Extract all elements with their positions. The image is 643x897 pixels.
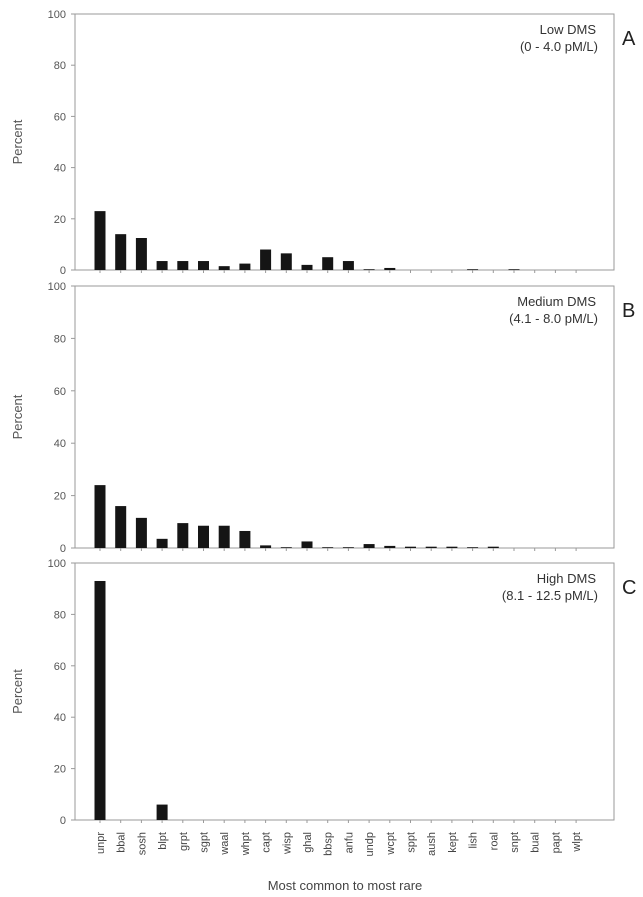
panel-subtitle: (4.1 - 8.0 pM/L)	[509, 311, 598, 326]
bar-whpt	[239, 530, 251, 548]
category-label-unpr: unpr	[95, 832, 107, 854]
bar-wcpt	[384, 545, 396, 548]
bar-grpt	[177, 261, 189, 270]
category-label-whpt: whpt	[240, 832, 252, 856]
bar-blpt	[156, 804, 168, 820]
bar-grpt	[177, 523, 189, 548]
bar-wisp	[280, 253, 292, 270]
bar-lish	[467, 547, 479, 549]
bar-anfu	[342, 547, 354, 549]
category-label-snpt: snpt	[509, 832, 521, 853]
chart-panel-a: 0 20 40 60 80 100 Percent Low DMS (0 - 4.0 pM/L)…	[10, 9, 636, 277]
y-axis-label: Percent	[10, 394, 25, 439]
bar-sppt	[405, 546, 416, 548]
category-label-anfu: anfu	[343, 832, 355, 853]
y-axis-label: Percent	[10, 669, 25, 714]
category-label-roal: roal	[488, 832, 500, 850]
bar-ghal	[301, 264, 313, 270]
bar-wcpt	[384, 267, 396, 270]
panel-subtitle: (8.1 - 12.5 pM/L)	[502, 588, 598, 603]
plot-frame	[74, 562, 615, 821]
y-tick-label: 60	[54, 111, 66, 123]
bar-undp	[363, 544, 375, 548]
bar-waal	[218, 525, 230, 548]
y-tick-label: 0	[60, 815, 66, 827]
category-label-undp: undp	[364, 832, 376, 856]
bar-unpr	[94, 211, 106, 270]
bar-bbsp	[322, 257, 334, 270]
bar-unpr	[94, 485, 106, 548]
y-tick-label: 0	[60, 543, 66, 555]
x-axis-label: Most common to most rare	[268, 878, 423, 893]
bar-capt	[260, 249, 272, 270]
category-label-aush: aush	[426, 832, 438, 856]
y-tick-label: 40	[54, 438, 66, 450]
category-label-capt: capt	[261, 832, 273, 853]
panel-letter: A	[622, 28, 636, 50]
category-label-blpt: blpt	[157, 832, 169, 850]
bar-blpt	[156, 538, 168, 548]
bar-blpt	[156, 261, 168, 270]
bar-aush	[425, 546, 437, 548]
y-tick-label: 100	[48, 9, 66, 21]
category-label-bbal: bbal	[116, 832, 128, 853]
category-label-bual: bual	[530, 832, 542, 853]
y-tick-label: 20	[54, 764, 66, 776]
bar-bbal	[115, 234, 127, 270]
chart-panel-b: 0 20 40 60 80 100 Percent Medium DMS (4.1 - 8.0 …	[10, 281, 635, 555]
y-tick-label: 100	[48, 281, 66, 293]
category-label-wlpt: wlpt	[571, 832, 583, 853]
bar-capt	[260, 545, 272, 548]
y-tick-label: 40	[54, 163, 66, 175]
panel-letter: C	[622, 577, 636, 599]
panel-letter: B	[622, 300, 635, 322]
bar-whpt	[239, 263, 251, 270]
y-tick-label: 40	[54, 712, 66, 724]
y-tick-label: 80	[54, 60, 66, 72]
bar-sgpt	[198, 525, 209, 548]
category-label-wisp: wisp	[281, 832, 293, 855]
category-label-waal: waal	[219, 832, 231, 856]
bar-waal	[218, 266, 230, 270]
y-tick-label: 0	[60, 265, 66, 277]
bar-roal	[487, 546, 499, 548]
panel-title: High DMS	[537, 571, 597, 586]
chart-panel-c: 0 20 40 60 80 100 Percent High DMS (8.1 - 12.5 p…	[10, 558, 636, 856]
y-tick-label: 20	[54, 491, 66, 503]
bar-wisp	[280, 547, 292, 549]
y-tick-label: 80	[54, 333, 66, 345]
category-label-lish: lish	[468, 832, 480, 849]
category-label-bbsp: bbsp	[323, 832, 335, 856]
bar-unpr	[94, 580, 106, 820]
y-tick-label: 60	[54, 386, 66, 398]
y-tick-label: 20	[54, 214, 66, 226]
bar-bbal	[115, 506, 127, 548]
bar-undp	[363, 269, 375, 271]
bar-bbsp	[322, 547, 334, 549]
category-label-ghal: ghal	[302, 832, 314, 853]
category-label-papt: papt	[550, 832, 562, 853]
category-label-sosh: sosh	[136, 832, 148, 855]
category-label-sppt: sppt	[406, 832, 418, 853]
category-label-wcpt: wcpt	[385, 832, 397, 856]
panel-title: Low DMS	[540, 22, 597, 37]
y-axis-label: Percent	[10, 119, 25, 164]
panel-title: Medium DMS	[517, 294, 596, 309]
category-label-sgpt: sgpt	[199, 832, 211, 853]
bar-kept	[446, 546, 458, 548]
category-label-grpt: grpt	[178, 832, 190, 851]
panel-subtitle: (0 - 4.0 pM/L)	[520, 39, 598, 54]
bar-sosh	[135, 517, 147, 548]
bar-ghal	[301, 541, 313, 548]
y-tick-label: 100	[48, 558, 66, 570]
bar-sosh	[135, 238, 147, 270]
y-tick-label: 60	[54, 661, 66, 673]
y-tick-label: 80	[54, 609, 66, 621]
bar-lish	[467, 269, 479, 271]
bar-sgpt	[198, 261, 209, 270]
category-label-kept: kept	[447, 832, 459, 853]
bar-anfu	[342, 261, 354, 270]
bar-snpt	[508, 269, 520, 271]
